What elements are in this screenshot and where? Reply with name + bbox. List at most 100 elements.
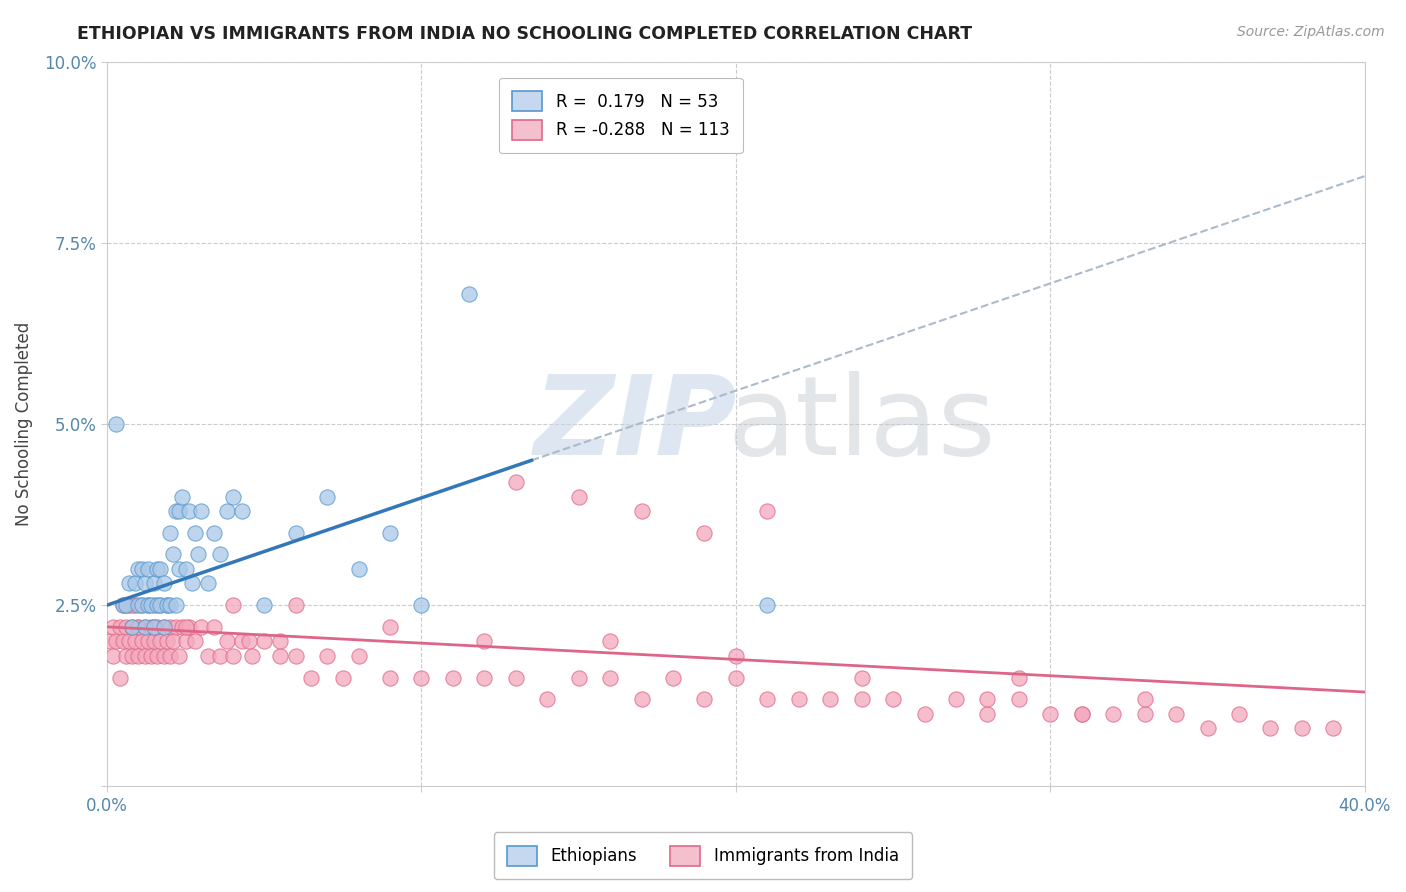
Point [240,648,263,663]
Point [332,671,354,685]
Point [976,692,998,706]
Point [111,598,134,612]
Point [159,648,181,663]
Point [146,598,169,612]
Point [172,490,194,504]
Point [139,648,162,663]
Point [134,620,156,634]
Point [172,620,194,634]
Point [1133,706,1156,721]
Legend: R =  0.179   N = 53, R = -0.288   N = 113: R = 0.179 N = 53, R = -0.288 N = 113 [499,78,742,153]
Point [169,504,191,518]
Point [411,598,433,612]
Point [724,648,747,663]
Point [284,598,307,612]
Point [165,620,187,634]
Point [378,525,401,540]
Point [190,620,212,634]
Point [134,648,156,663]
Point [143,576,166,591]
Point [108,620,131,634]
Point [209,548,232,562]
Point [914,706,936,721]
Point [131,598,153,612]
Point [149,562,172,576]
Point [505,671,527,685]
Point [284,525,307,540]
Point [149,598,172,612]
Point [103,648,125,663]
Point [222,648,245,663]
Point [165,504,187,518]
Point [1260,721,1282,735]
Legend: Ethiopians, Immigrants from India: Ethiopians, Immigrants from India [494,832,912,880]
Point [1070,706,1092,721]
Point [378,620,401,634]
Point [472,634,495,648]
Point [159,598,181,612]
Point [1070,706,1092,721]
Point [209,648,232,663]
Point [165,598,187,612]
Point [347,562,370,576]
Point [156,598,179,612]
Point [136,634,159,648]
Point [159,620,181,634]
Point [134,576,156,591]
Point [115,598,138,612]
Point [1008,692,1031,706]
Point [162,634,184,648]
Point [724,671,747,685]
Point [143,620,166,634]
Point [378,671,401,685]
Point [136,598,159,612]
Point [177,620,200,634]
Point [231,634,253,648]
Y-axis label: No Schooling Completed: No Schooling Completed [15,322,32,526]
Point [181,576,204,591]
Point [146,620,169,634]
Point [851,692,873,706]
Point [143,620,166,634]
Point [124,598,146,612]
Point [177,504,200,518]
Point [1133,692,1156,706]
Point [111,634,134,648]
Point [976,706,998,721]
Point [115,620,138,634]
Point [457,286,479,301]
Text: atlas: atlas [727,371,995,477]
Point [174,620,197,634]
Point [202,525,225,540]
Point [108,671,131,685]
Point [156,634,179,648]
Point [945,692,967,706]
Point [787,692,810,706]
Point [441,671,464,685]
Point [568,671,591,685]
Point [1197,721,1219,735]
Point [136,562,159,576]
Point [599,634,621,648]
Point [1008,671,1031,685]
Point [1039,706,1062,721]
Point [131,562,153,576]
Point [136,598,159,612]
Point [190,504,212,518]
Point [143,634,166,648]
Point [156,598,179,612]
Point [105,417,128,431]
Point [756,504,779,518]
Point [630,692,652,706]
Point [184,634,207,648]
Point [159,525,181,540]
Point [284,648,307,663]
Point [162,548,184,562]
Point [98,634,121,648]
Point [882,692,904,706]
Point [269,648,291,663]
Point [149,634,172,648]
Point [139,598,162,612]
Point [662,671,685,685]
Point [152,576,174,591]
